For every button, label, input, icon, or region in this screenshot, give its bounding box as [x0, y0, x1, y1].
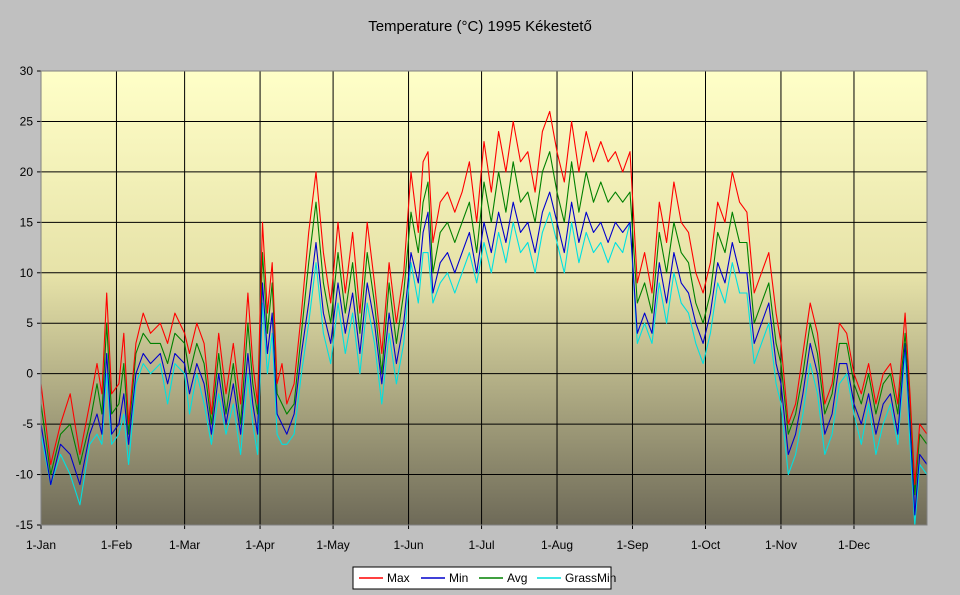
- series-line-grassmin: [40, 211, 928, 526]
- y-tick-label: 30: [20, 64, 34, 78]
- x-tick-label: 1-Jul: [469, 538, 495, 552]
- x-tick-label: 1-Jan: [26, 538, 56, 552]
- legend-label-min: Min: [449, 571, 468, 585]
- series-line-avg: [40, 151, 928, 496]
- x-tick-label: 1-Aug: [541, 538, 573, 552]
- series-line-min: [40, 191, 928, 516]
- x-tick-label: 1-Oct: [691, 538, 721, 552]
- x-tick-label: 1-Feb: [101, 538, 133, 552]
- y-axis-ticks: 30 25 20 15 10 5 0 -5 -10 -15: [16, 64, 41, 532]
- y-tick-label: -10: [16, 468, 34, 482]
- x-axis-ticks: 1-Jan 1-Feb 1-Mar 1-Apr 1-May 1-Jun 1-Jul 1-Aug…: [26, 525, 870, 552]
- x-tick-label: 1-Apr: [245, 538, 274, 552]
- y-tick-label: 25: [20, 114, 34, 128]
- series-line-max: [40, 110, 928, 486]
- y-tick-label: 15: [20, 215, 34, 229]
- y-tick-label: 5: [26, 316, 33, 330]
- x-tick-label: 1-Mar: [169, 538, 200, 552]
- plot-border: [40, 70, 928, 526]
- legend-label-avg: Avg: [507, 571, 527, 585]
- series-lines: [40, 110, 928, 526]
- plot-area: [41, 71, 927, 525]
- y-tick-label: 10: [20, 266, 34, 280]
- y-tick-label: 0: [26, 367, 33, 381]
- x-tick-label: 1-Sep: [616, 538, 648, 552]
- x-tick-label: 1-Dec: [838, 538, 870, 552]
- legend: Max Min Avg GrassMin: [352, 566, 616, 590]
- legend-label-max: Max: [387, 571, 410, 585]
- x-tick-label: 1-Nov: [765, 538, 797, 552]
- y-tick-label: -5: [22, 417, 33, 431]
- y-tick-label: 20: [20, 165, 34, 179]
- y-tick-label: -15: [16, 518, 34, 532]
- chart-title: Temperature (°C) 1995 Kékestető: [368, 18, 592, 35]
- legend-label-grassmin: GrassMin: [565, 571, 616, 585]
- x-tick-label: 1-Jun: [394, 538, 424, 552]
- x-tick-label: 1-May: [316, 538, 349, 552]
